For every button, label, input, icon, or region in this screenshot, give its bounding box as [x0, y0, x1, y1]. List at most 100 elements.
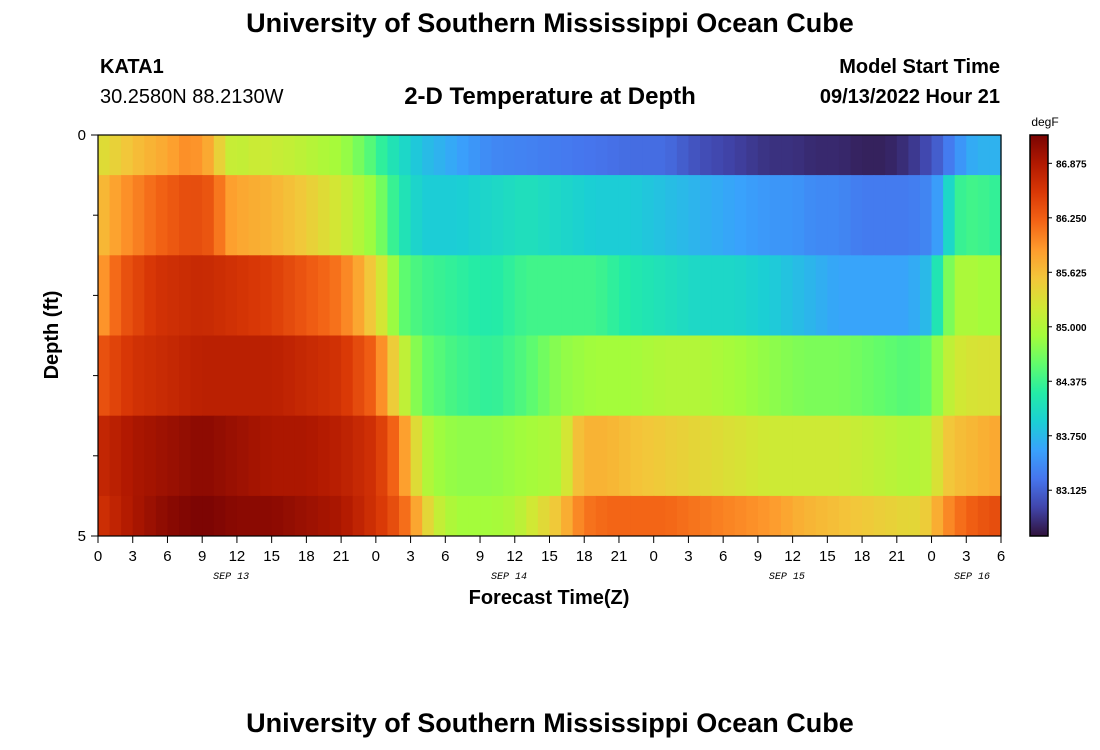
heatmap-cell	[121, 175, 134, 256]
heatmap-cell	[977, 335, 991, 417]
heatmap-cell	[676, 175, 690, 256]
heatmap-cell	[954, 175, 967, 256]
colorbar-tick-label: 83.750	[1056, 432, 1087, 443]
heatmap-cell	[734, 495, 747, 537]
heatmap-cell	[931, 175, 944, 256]
heatmap-cell	[179, 335, 192, 417]
x-tick-label: 0	[94, 548, 102, 565]
heatmap-cell	[526, 135, 539, 176]
heatmap-cell	[584, 495, 597, 537]
heatmap-cell	[503, 415, 516, 497]
heatmap-cell	[653, 175, 666, 256]
heatmap-cell	[375, 495, 389, 537]
heatmap-cell	[850, 175, 863, 256]
heatmap-cell	[456, 135, 470, 176]
model-start-label: Model Start Time	[839, 56, 1000, 78]
heatmap-cell	[98, 335, 111, 417]
colorbar-tick-label: 85.625	[1056, 268, 1087, 279]
heatmap-cell	[109, 415, 122, 497]
heatmap-cell	[850, 335, 863, 417]
heatmap-cell	[514, 495, 527, 537]
heatmap-cell	[688, 415, 701, 497]
heatmap-cell	[399, 415, 412, 497]
heatmap-cell	[132, 495, 145, 537]
heatmap-cell	[688, 175, 701, 256]
heatmap-cell	[595, 255, 608, 336]
heatmap-cell	[792, 415, 805, 497]
heatmap-cell	[862, 495, 875, 537]
heatmap-cell	[294, 175, 307, 256]
heatmap-cell	[329, 135, 342, 176]
heatmap-cell	[433, 255, 446, 336]
heatmap-cell	[271, 335, 284, 417]
heatmap-cell	[838, 495, 852, 537]
heatmap-cell	[456, 255, 470, 336]
colorbar: degF 86.875 86.250 85.625 85.000 84.375 83.75…	[1029, 115, 1087, 537]
heatmap-cell	[526, 335, 539, 417]
heatmap-cell	[584, 255, 597, 336]
heatmap-cell	[236, 135, 250, 176]
heatmap-cell	[294, 255, 307, 336]
heatmap-cell	[306, 135, 319, 176]
heatmap-cell	[746, 175, 759, 256]
y-tick-label: 5	[78, 528, 86, 545]
heatmap-cell	[352, 335, 365, 417]
colorbar-tick-label: 86.250	[1056, 214, 1087, 225]
heatmap-cell	[225, 255, 238, 336]
heatmap-cell	[966, 495, 979, 537]
colorbar-units: degF	[1031, 115, 1058, 129]
heatmap-cell	[642, 415, 655, 497]
heatmap-cell	[132, 335, 145, 417]
heatmap-cell	[433, 495, 446, 537]
heatmap-cell	[121, 255, 134, 336]
heatmap-cell	[676, 135, 690, 176]
heatmap-cell	[179, 415, 192, 497]
heatmap-cell	[943, 135, 956, 176]
heatmap-cell	[873, 335, 886, 417]
heatmap-cell	[954, 255, 967, 336]
heatmap-cell	[734, 255, 747, 336]
heatmap-cell	[700, 495, 713, 537]
heatmap-cell	[919, 495, 933, 537]
x-tick-label: 18	[854, 548, 871, 565]
heatmap-cell	[167, 255, 180, 336]
heatmap-cell	[665, 135, 678, 176]
heatmap-cell	[422, 135, 435, 176]
heatmap-cell	[746, 335, 759, 417]
heatmap-cell	[954, 335, 967, 417]
heatmap-cell	[700, 175, 713, 256]
heatmap-cell	[908, 175, 921, 256]
heatmap-cell	[260, 335, 273, 417]
heatmap-cell	[781, 135, 794, 176]
heatmap-cell	[213, 255, 226, 336]
heatmap-cell	[98, 255, 111, 336]
x-tick-label: 6	[163, 548, 171, 565]
heatmap-cell	[364, 495, 377, 537]
heatmap-cell	[549, 495, 562, 537]
heatmap-cell	[734, 335, 747, 417]
heatmap-cell	[642, 135, 655, 176]
heatmap-cell	[838, 335, 852, 417]
x-tick-label: 3	[962, 548, 970, 565]
heatmap-cell	[954, 495, 967, 537]
heatmap-cell	[456, 495, 470, 537]
heatmap-cell	[792, 135, 805, 176]
heatmap-cell	[399, 255, 412, 336]
heatmap-cell	[190, 175, 203, 256]
heatmap-cell	[202, 335, 215, 417]
heatmap-cell	[387, 495, 400, 537]
heatmap-cell	[155, 135, 169, 176]
heatmap-cell	[352, 255, 365, 336]
heatmap-cell	[630, 495, 643, 537]
x-tick-label: 12	[506, 548, 523, 565]
heatmap-layer-4	[98, 335, 1002, 417]
heatmap-cell	[341, 495, 354, 537]
heatmap-cell	[399, 335, 412, 417]
heatmap-cell	[862, 135, 875, 176]
heatmap-cell	[781, 255, 794, 336]
heatmap-cell	[850, 495, 863, 537]
heatmap-cell	[468, 495, 481, 537]
heatmap-cell	[491, 175, 504, 256]
heatmap-cell	[873, 415, 886, 497]
heatmap-cell	[711, 335, 724, 417]
